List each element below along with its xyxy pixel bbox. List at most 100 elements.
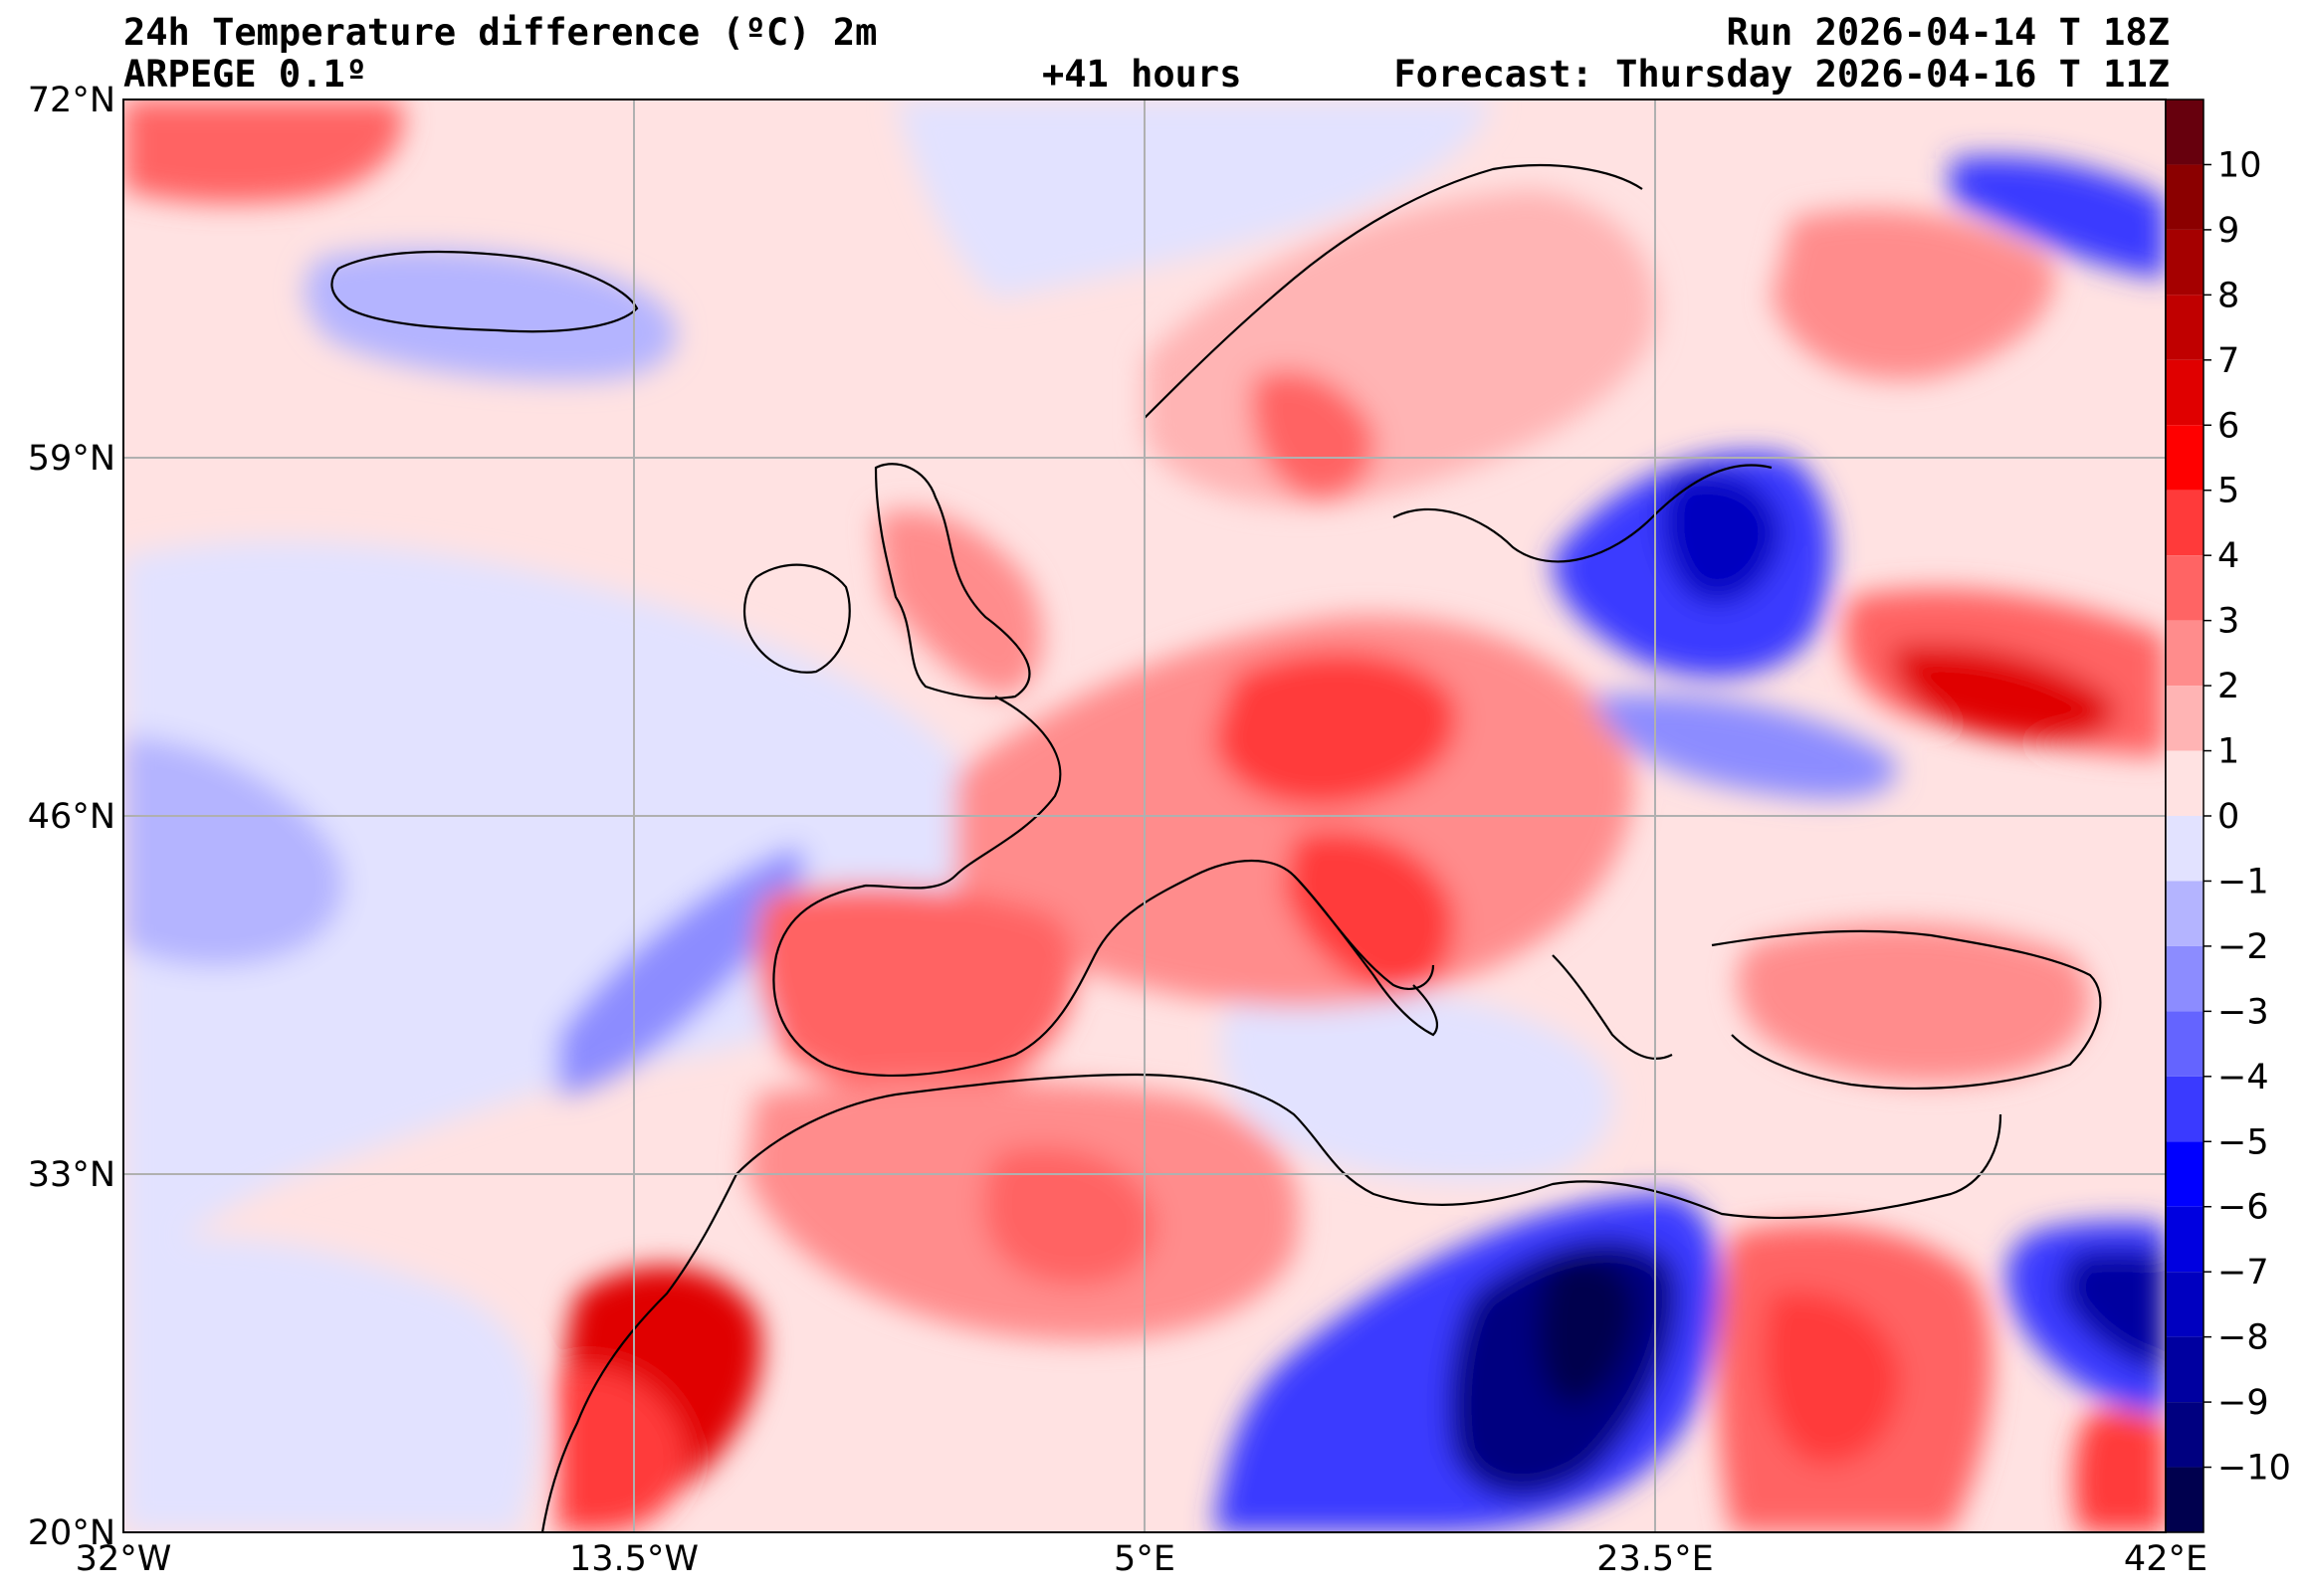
field-atlantic-cool-2 bbox=[123, 1237, 537, 1532]
colorbar-swatch bbox=[2166, 1076, 2204, 1142]
lat-tick-label: 46°N bbox=[28, 797, 115, 837]
colorbar-tick-label: −10 bbox=[2217, 1449, 2291, 1489]
model-label: ARPEGE 0.1º bbox=[123, 53, 368, 96]
colorbar-tick-label: −3 bbox=[2217, 992, 2269, 1032]
field-norway-hot bbox=[1251, 370, 1375, 499]
colorbar-swatch bbox=[2166, 295, 2204, 360]
colorbar-swatch bbox=[2166, 881, 2204, 946]
colorbar-swatch bbox=[2166, 555, 2204, 621]
colorbar-tick-label: −4 bbox=[2217, 1058, 2269, 1097]
colorbar-tick-label: 10 bbox=[2217, 145, 2262, 185]
colorbar-tick-label: 1 bbox=[2217, 732, 2239, 772]
lat-tick-label: 72°N bbox=[28, 81, 115, 120]
colorbar-tick-label: 9 bbox=[2217, 211, 2239, 251]
run-label: Run 2026-04-14 T 18Z bbox=[1726, 11, 2170, 54]
field-north-cool bbox=[896, 100, 1493, 299]
lat-tick-label: 59°N bbox=[28, 439, 115, 479]
field-west-sahara-warm bbox=[557, 1367, 687, 1532]
colorbar-tick-label: 4 bbox=[2217, 536, 2239, 576]
coast-greece bbox=[1552, 954, 1673, 1060]
colorbar-swatch bbox=[2166, 1402, 2204, 1468]
colorbar-tick-label: −1 bbox=[2217, 862, 2269, 901]
field-iceland-cool bbox=[305, 249, 677, 381]
field-atlantic-blue bbox=[123, 736, 344, 966]
colorbar-tick-label: 7 bbox=[2217, 341, 2239, 381]
colorbar-tick-label: −8 bbox=[2217, 1318, 2269, 1358]
colorbar-tick-label: 0 bbox=[2217, 797, 2239, 837]
coastlines bbox=[330, 164, 2102, 1532]
field-iberia-warm bbox=[755, 885, 1076, 1093]
field-med-cool bbox=[1220, 987, 1613, 1182]
field-east-cold bbox=[1592, 694, 1897, 799]
field-baltic-core bbox=[1661, 471, 1782, 604]
field-egypt-hot bbox=[1764, 1292, 1901, 1465]
colorbar-swatch bbox=[2166, 620, 2204, 687]
colorbar-swatch bbox=[2166, 1141, 2204, 1207]
coast-africa-west bbox=[540, 1173, 737, 1532]
field-turkey-warm bbox=[1738, 923, 2090, 1083]
lon-tick-label: 13.5°W bbox=[569, 1539, 699, 1579]
coast-turkey bbox=[1711, 929, 2102, 1091]
colorbar-tick-label: 6 bbox=[2217, 406, 2239, 446]
colorbar-swatch bbox=[2166, 1272, 2204, 1337]
colorbar-swatch bbox=[2166, 750, 2204, 816]
field-algeria-hot bbox=[983, 1146, 1156, 1286]
field-europe-warm bbox=[955, 615, 1633, 1007]
lon-tick-label: 23.5°E bbox=[1596, 1539, 1714, 1579]
colorbar-swatch bbox=[2166, 1467, 2204, 1532]
lead-time-label: +41 hours bbox=[1042, 53, 1242, 96]
colorbar-swatch bbox=[2166, 425, 2204, 491]
lat-tick-label: 20°N bbox=[28, 1513, 115, 1553]
colorbar-swatch bbox=[2166, 1206, 2204, 1273]
colorbar-swatch bbox=[2166, 359, 2204, 426]
colorbar-swatch bbox=[2166, 100, 2204, 165]
field-britain-warm bbox=[876, 509, 1043, 697]
field-italy-hot bbox=[1284, 829, 1455, 995]
colorbar-tick-label: −2 bbox=[2217, 927, 2269, 967]
longitude-labels: 32°W 13.5°W 5°E 23.5°E 42°E bbox=[76, 1539, 2207, 1579]
colorbar-tick-label: 2 bbox=[2217, 667, 2239, 706]
coast-africa-north bbox=[735, 1073, 2002, 1220]
lon-tick-label: 5°E bbox=[1114, 1539, 1175, 1579]
lat-tick-label: 33°N bbox=[28, 1155, 115, 1195]
coast-ireland bbox=[742, 563, 851, 674]
colorbar-tick-label: −9 bbox=[2217, 1383, 2269, 1423]
gridlines bbox=[123, 100, 2166, 1532]
coast-iceland bbox=[330, 250, 639, 333]
field-iberia-coast-blue bbox=[557, 846, 805, 1095]
colorbar-tick-label: 5 bbox=[2217, 472, 2239, 511]
colorbar-swatch bbox=[2166, 1011, 2204, 1077]
colorbar-swatch bbox=[2166, 686, 2204, 751]
field-mideast-core bbox=[2060, 1249, 2166, 1373]
coast-italy bbox=[1293, 875, 1438, 1037]
field-russia-hot bbox=[1891, 644, 2116, 742]
field-libya-deep bbox=[1539, 1257, 1634, 1405]
coast-baltic bbox=[1392, 464, 1773, 563]
colorbar-swatch bbox=[2166, 945, 2204, 1012]
field-arabia-warm bbox=[2073, 1410, 2166, 1532]
colorbar-swatch bbox=[2166, 229, 2204, 296]
colorbar-tick-label: 8 bbox=[2217, 276, 2239, 315]
field-greenland-warm bbox=[123, 100, 404, 204]
lon-tick-label: 32°W bbox=[76, 1539, 172, 1579]
lon-tick-label: 42°E bbox=[2124, 1539, 2207, 1579]
colorbar-tick-label: 3 bbox=[2217, 602, 2239, 642]
colorbar-swatch bbox=[2166, 816, 2204, 882]
map-title: 24h Temperature difference (ºC) 2m bbox=[123, 11, 878, 54]
coast-norway bbox=[1144, 164, 1643, 419]
colorbar-tick-label: −7 bbox=[2217, 1253, 2269, 1293]
field-russia-northeast-warm bbox=[1772, 209, 2054, 380]
field-europe-hot bbox=[1214, 652, 1457, 807]
latitude-labels: 72°N 59°N 46°N 33°N 20°N bbox=[28, 81, 115, 1553]
colorbar-swatch bbox=[2166, 490, 2204, 556]
colorbar-tick-label: −5 bbox=[2217, 1122, 2269, 1162]
colorbar-swatch bbox=[2166, 164, 2204, 230]
field-northeast-cold bbox=[1951, 156, 2166, 279]
forecast-label: Forecast: Thursday 2026-04-16 T 11Z bbox=[1393, 53, 2170, 96]
field-atlantic-cool bbox=[123, 540, 975, 1294]
coast-britain bbox=[874, 463, 1031, 700]
colorbar-tick-label: −6 bbox=[2217, 1188, 2269, 1228]
colorbar-swatch bbox=[2166, 1336, 2204, 1403]
